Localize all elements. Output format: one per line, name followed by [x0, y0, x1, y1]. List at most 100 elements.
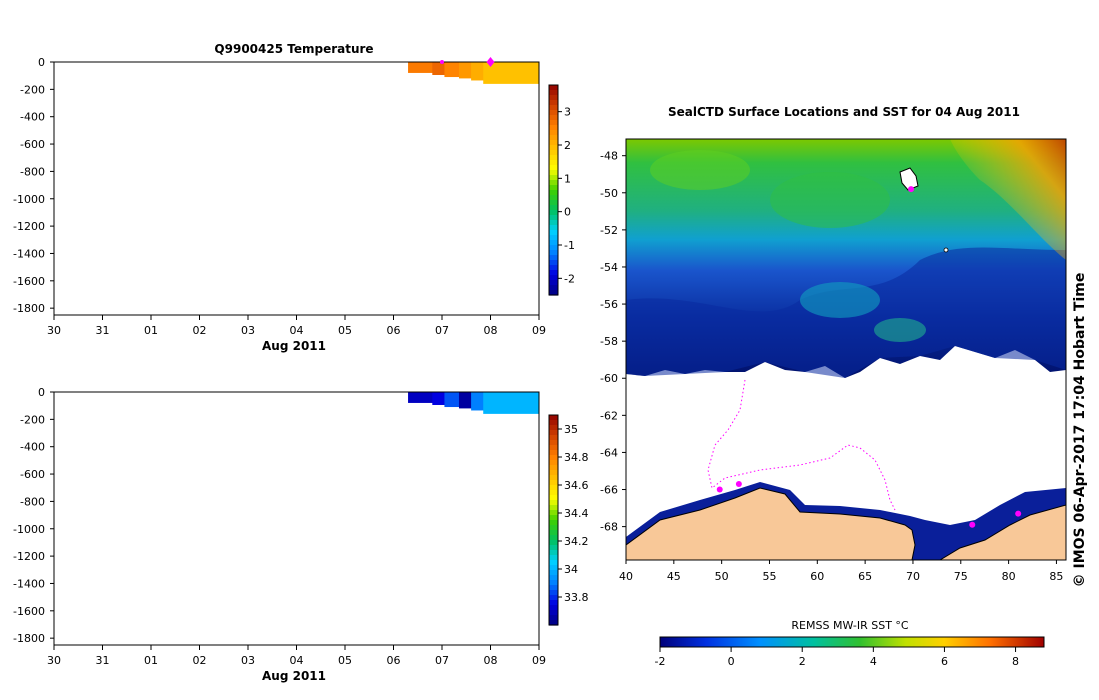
- colorbar-segment: [549, 210, 558, 216]
- lat-tick-label: -68: [600, 521, 618, 534]
- x-tick-label: 05: [338, 654, 352, 667]
- colorbar-segment: [549, 500, 558, 506]
- y-tick-label: -400: [20, 441, 45, 454]
- colorbar-segment: [549, 135, 558, 141]
- sst-tick-label: 8: [1012, 655, 1019, 668]
- colorbar-segment: [549, 90, 558, 96]
- y-tick-label: -1000: [13, 523, 45, 536]
- colorbar-tick-label: 34.4: [564, 507, 589, 520]
- sst-tick-label: 0: [728, 655, 735, 668]
- colorbar-segment: [549, 145, 558, 151]
- x-tick-label: 09: [532, 324, 546, 337]
- sst-map-panel: SealCTD Surface Locations and SST for 04…: [600, 105, 1067, 668]
- x-tick-label: 03: [241, 324, 255, 337]
- x-tick-label: 06: [387, 324, 401, 337]
- y-tick-label: -600: [20, 468, 45, 481]
- colorbar-segment: [549, 505, 558, 511]
- colorbar-segment: [549, 170, 558, 176]
- colorbar-segment: [549, 620, 558, 626]
- x-tick-label: 05: [338, 324, 352, 337]
- colorbar-segment: [549, 460, 558, 466]
- lon-tick-label: 60: [810, 570, 824, 583]
- colorbar-tick-label: 34.6: [564, 479, 589, 492]
- y-tick-label: -200: [20, 83, 45, 96]
- colorbar-segment: [549, 475, 558, 481]
- y-tick-label: -800: [20, 165, 45, 178]
- colorbar-segment: [549, 250, 558, 256]
- colorbar-segment: [549, 160, 558, 166]
- colorbar-segment: [549, 495, 558, 501]
- colorbar-segment: [549, 260, 558, 266]
- colorbar-tick-label: 2: [564, 139, 571, 152]
- colorbar-segment: [549, 205, 558, 211]
- lon-tick-label: 65: [858, 570, 872, 583]
- colorbar-frame: [548, 84, 559, 296]
- seal-location: [1015, 510, 1022, 517]
- colorbar-segment: [549, 130, 558, 136]
- lon-tick-label: 45: [667, 570, 681, 583]
- colorbar-segment: [549, 510, 558, 516]
- colorbar-segment: [549, 255, 558, 261]
- colorbar-tick-label: 1: [564, 172, 571, 185]
- colorbar-segment: [549, 235, 558, 241]
- colorbar-segment: [549, 265, 558, 271]
- colorbar-segment: [549, 600, 558, 606]
- lat-tick-label: -54: [600, 261, 618, 274]
- profile-cell: [483, 62, 540, 84]
- sst-colorbar-label: REMSS MW-IR SST °C: [791, 619, 909, 632]
- colorbar-segment: [549, 85, 558, 91]
- profile-cell: [432, 62, 445, 75]
- colorbar-tick-label: 33.8: [564, 591, 589, 604]
- lat-tick-label: -62: [600, 409, 618, 422]
- profile-cell: [483, 392, 540, 414]
- colorbar-segment: [549, 480, 558, 486]
- colorbar-segment: [549, 415, 558, 421]
- colorbar-segment: [549, 490, 558, 496]
- y-tick-label: -600: [20, 138, 45, 151]
- x-tick-label: 09: [532, 654, 546, 667]
- lat-tick-label: -50: [600, 187, 618, 200]
- y-tick-label: -1800: [13, 302, 45, 315]
- y-tick-label: -1600: [13, 605, 45, 618]
- colorbar-segment: [549, 155, 558, 161]
- seal-location: [735, 480, 742, 487]
- x-tick-label: 08: [484, 324, 498, 337]
- sst-tick-label: 4: [870, 655, 877, 668]
- temperature-profile-cells: [408, 62, 540, 84]
- lat-tick-label: -58: [600, 335, 618, 348]
- kerguelen-island: [899, 167, 919, 191]
- lat-tick-label: -60: [600, 372, 618, 385]
- colorbar-tick-label: 35: [564, 423, 578, 436]
- colorbar-segment: [549, 530, 558, 536]
- colorbar-segment: [549, 240, 558, 246]
- map-lat-axis: -48 -50 -52 -54 -56 -58 -60 -62 -64 -66 -68: [600, 150, 626, 534]
- sst-tick-label: -2: [655, 655, 666, 668]
- sst-patch-cyan: [800, 282, 880, 318]
- colorbar-tick-label: 0: [564, 206, 571, 219]
- colorbar-segment: [549, 110, 558, 116]
- salinity-y-axis: 0 -200 -400 -600 -800 -1000 -1200 -1400 -1600 -18…: [13, 386, 54, 645]
- profile-cell: [458, 62, 472, 79]
- colorbar-segment: [549, 450, 558, 456]
- colorbar-segment: [549, 445, 558, 451]
- colorbar-segment: [549, 515, 558, 521]
- lon-tick-label: 50: [715, 570, 729, 583]
- lat-tick-label: -66: [600, 484, 618, 497]
- sst-colorbar-ticks: -2 0 2 4 6 8: [655, 647, 1019, 668]
- x-tick-label: 30: [47, 654, 61, 667]
- sst-tick-label: 2: [799, 655, 806, 668]
- y-tick-label: -1200: [13, 220, 45, 233]
- colorbar-segment: [549, 290, 558, 296]
- y-tick-label: -1600: [13, 275, 45, 288]
- colorbar-segment: [549, 150, 558, 156]
- profile-cell: [458, 392, 472, 409]
- colorbar-segment: [549, 425, 558, 431]
- salinity-profile-cells: [408, 392, 540, 414]
- salinity-xlabel: Aug 2011: [262, 669, 326, 683]
- y-tick-label: -800: [20, 495, 45, 508]
- sst-patch-lime: [650, 150, 750, 190]
- colorbar-segment: [549, 455, 558, 461]
- seal-location: [969, 521, 976, 528]
- timestamp-label: © IMOS 06-Apr-2017 17:04 Hobart Time: [1072, 273, 1088, 588]
- seal-location: [716, 486, 723, 493]
